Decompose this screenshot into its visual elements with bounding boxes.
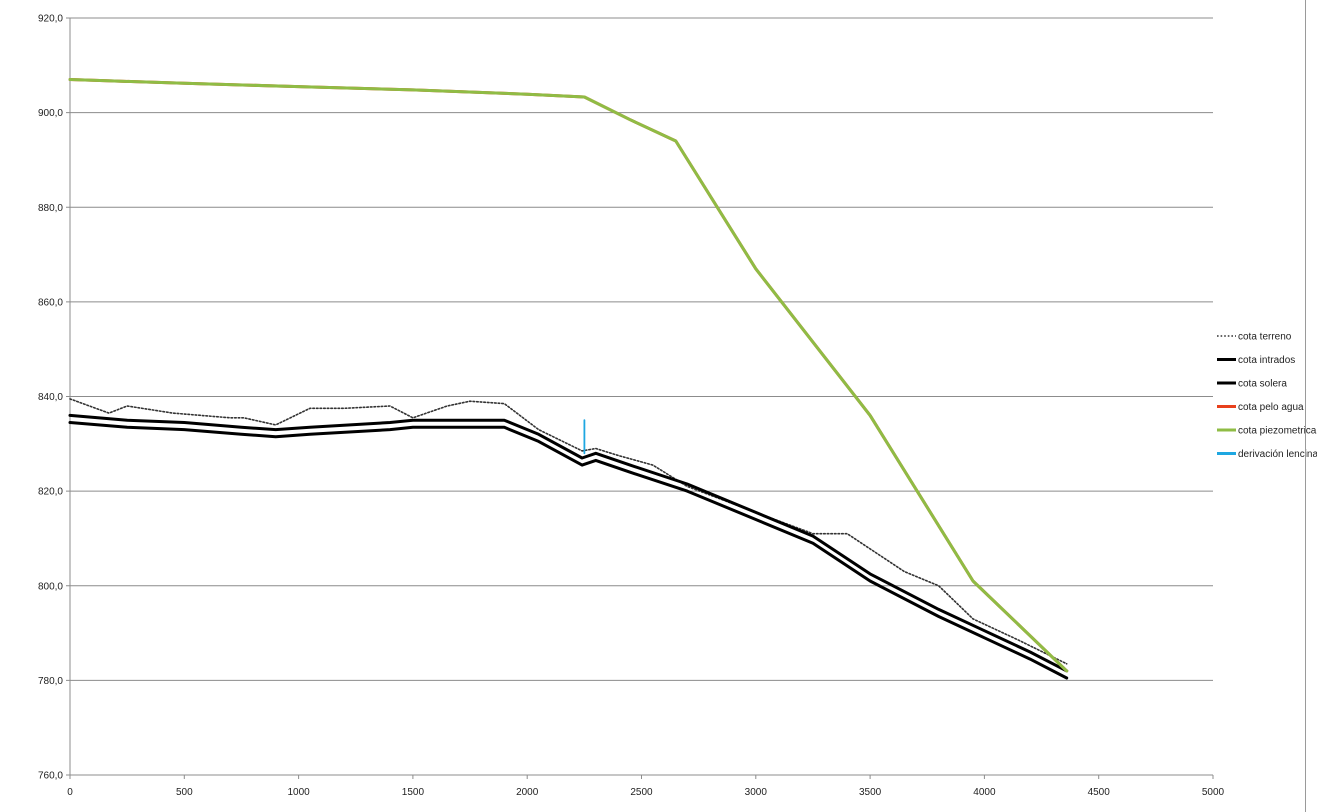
y-tick-label: 880,0 xyxy=(38,203,63,214)
legend-label: cota terreno xyxy=(1238,332,1292,343)
y-tick-label: 840,0 xyxy=(38,392,63,403)
y-tick-label: 920,0 xyxy=(38,14,63,25)
x-tick-label: 0 xyxy=(67,787,73,798)
series-line-cota-intrados xyxy=(68,413,1069,673)
x-tick-label: 5000 xyxy=(1202,787,1225,798)
y-tick-label: 820,0 xyxy=(38,487,63,498)
series-line-cota-piezometrica xyxy=(68,78,1069,673)
series-line-cota-pelo-agua xyxy=(68,78,1069,673)
series-lines xyxy=(68,78,1069,680)
legend-label: cota piezometrica xyxy=(1238,426,1317,437)
legend-label: cota solera xyxy=(1238,379,1287,390)
x-tick-label: 500 xyxy=(176,787,193,798)
x-tick-label: 2500 xyxy=(630,787,653,798)
series-line-cota-terreno xyxy=(69,398,1068,665)
y-tick-label: 860,0 xyxy=(38,297,63,308)
x-tick-label: 1500 xyxy=(402,787,425,798)
x-tick-label: 1000 xyxy=(287,787,310,798)
y-tick-label: 780,0 xyxy=(38,676,63,687)
legend-label: derivación lencinas xyxy=(1238,449,1317,460)
y-tick-label: 900,0 xyxy=(38,108,63,119)
legend: cota terreno cota intrados cota solera cota… xyxy=(1217,332,1317,460)
y-tick-label: 800,0 xyxy=(38,581,63,592)
x-tick-label: 4500 xyxy=(1088,787,1111,798)
legend-label: cota pelo agua xyxy=(1238,402,1304,413)
x-tick-label: 2000 xyxy=(516,787,539,798)
series-line-cota-solera xyxy=(68,421,1069,680)
legend-label: cota intrados xyxy=(1238,355,1295,366)
x-tick-label: 4000 xyxy=(973,787,996,798)
x-tick-label: 3500 xyxy=(859,787,882,798)
axes: 760,0 780,0 800,0 820,0 840,0 860,0 880,0 900,0… xyxy=(38,14,1225,799)
grid-lines xyxy=(70,17,1213,776)
x-tick-label: 3000 xyxy=(745,787,768,798)
plot-frame-right-border xyxy=(1305,0,1306,812)
y-tick-label: 760,0 xyxy=(38,771,63,782)
